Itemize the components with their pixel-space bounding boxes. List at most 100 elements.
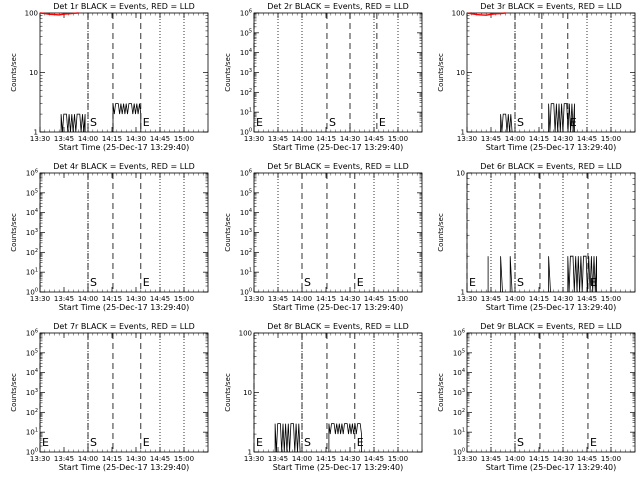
marker-label: E [42,436,49,449]
y-tick-label: 101 [240,268,252,277]
chart-title: Det 8r BLACK = Events, RED = LLD [267,322,409,331]
x-tick-label: 14:15 [102,295,122,303]
marker-label: E [143,116,150,129]
x-tick-label: 13:45 [54,455,74,463]
y-tick-label: 105 [26,188,38,197]
series-lld-line [466,12,506,16]
y-tick-label: 100 [25,10,38,18]
plot-frame [466,332,636,453]
y-tick-label: 104 [240,48,252,57]
y-tick-label: 103 [240,68,252,77]
x-tick-label: 13:45 [268,455,288,463]
x-tick-label: 14:15 [102,455,122,463]
x-tick-label: 13:45 [268,135,288,143]
x-tick-label: 14:15 [529,455,549,463]
x-tick-label: 14:15 [316,135,336,143]
y-tick-label: 100 [240,288,252,297]
y-tick-label: 106 [240,9,252,18]
y-tick-label: 1 [248,449,252,457]
y-tick-label: 10 [456,170,465,178]
y-tick-label: 101 [26,428,38,437]
x-tick-label: 14:30 [340,135,360,143]
x-tick-label: 14:30 [126,455,146,463]
y-tick-label: 106 [26,169,38,178]
chart-panel-9: Det 9r BLACK = Events, RED = LLD S E 100 101… [437,322,636,472]
series-events-segment [500,256,503,293]
y-tick-label: 1 [34,129,38,137]
x-axis-label: Start Time (25-Dec-17 13:29:40) [486,143,617,152]
y-tick-label: 104 [26,208,38,217]
chart-title: Det 4r BLACK = Events, RED = LLD [53,162,195,171]
x-tick-label: 14:00 [78,455,98,463]
y-tick-label: 105 [26,348,38,357]
marker-label: S [90,436,97,449]
x-tick-label: 14:00 [505,295,525,303]
y-tick-label: 103 [26,388,38,397]
chart-title: Det 3r BLACK = Events, RED = LLD [480,2,622,11]
x-tick-label: 14:45 [577,295,597,303]
x-tick-label: 14:00 [505,455,525,463]
chart-title: Det 2r BLACK = Events, RED = LLD [267,2,409,11]
x-tick-label: 14:45 [364,295,384,303]
marker-label: E [357,276,364,289]
marker-label: S [304,276,311,289]
y-tick-label: 101 [453,428,465,437]
x-tick-label: 14:00 [78,135,98,143]
series-events-segment [548,103,575,133]
y-axis-label: Counts/sec [437,53,445,92]
x-tick-label: 15:00 [174,135,194,143]
x-tick-label: 14:15 [102,135,122,143]
x-tick-label: 14:15 [316,455,336,463]
x-tick-label: 13:30 [30,455,50,463]
x-tick-label: 14:45 [364,135,384,143]
x-tick-label: 14:30 [553,295,573,303]
x-tick-label: 13:30 [244,295,264,303]
chart-panel-5: Det 5r BLACK = Events, RED = LLD S E 100 101… [224,162,423,312]
y-tick-label: 103 [26,228,38,237]
x-axis-label: Start Time (25-Dec-17 13:29:40) [59,303,190,312]
x-tick-label: 13:30 [244,135,264,143]
x-tick-label: 14:30 [126,295,146,303]
x-tick-label: 13:30 [457,455,477,463]
x-tick-label: 14:00 [78,295,98,303]
y-tick-label: 101 [240,108,252,117]
marker-label: E [469,276,476,289]
marker-label: E [143,436,150,449]
x-tick-label: 14:45 [577,135,597,143]
x-tick-label: 15:00 [388,135,408,143]
series-events-segment [567,255,597,293]
y-tick-label: 105 [240,188,252,197]
chart-title: Det 5r BLACK = Events, RED = LLD [267,162,409,171]
series-events-segment [509,256,513,293]
chart-title: Det 9r BLACK = Events, RED = LLD [480,322,622,331]
chart-title: Det 7r BLACK = Events, RED = LLD [53,322,195,331]
y-tick-label: 100 [26,288,38,297]
x-tick-label: 14:15 [529,295,549,303]
y-tick-label: 100 [239,330,252,338]
y-tick-label: 1 [461,129,465,137]
plot-frame [466,172,636,293]
x-axis-label: Start Time (25-Dec-17 13:29:40) [273,143,404,152]
y-axis-label: Counts/sec [10,373,18,412]
y-tick-label: 10 [456,69,465,77]
y-tick-label: 102 [453,408,465,417]
y-axis-label: Counts/sec [224,213,232,252]
y-axis-label: Counts/sec [224,53,232,92]
y-tick-label: 103 [453,388,465,397]
x-axis-label: Start Time (25-Dec-17 13:29:40) [486,303,617,312]
y-tick-label: 1 [461,289,465,297]
x-tick-label: 15:00 [601,135,621,143]
x-tick-label: 13:30 [30,295,50,303]
x-tick-label: 14:30 [126,135,146,143]
y-tick-label: 106 [453,329,465,338]
marker-label: E [143,276,150,289]
x-tick-label: 13:45 [481,455,501,463]
y-axis-label: Counts/sec [437,373,445,412]
x-tick-label: 14:00 [292,135,312,143]
y-axis-label: Counts/sec [224,373,232,412]
y-tick-label: 102 [240,88,252,97]
series-events-segment [500,113,513,133]
marker-label: E [357,436,364,449]
